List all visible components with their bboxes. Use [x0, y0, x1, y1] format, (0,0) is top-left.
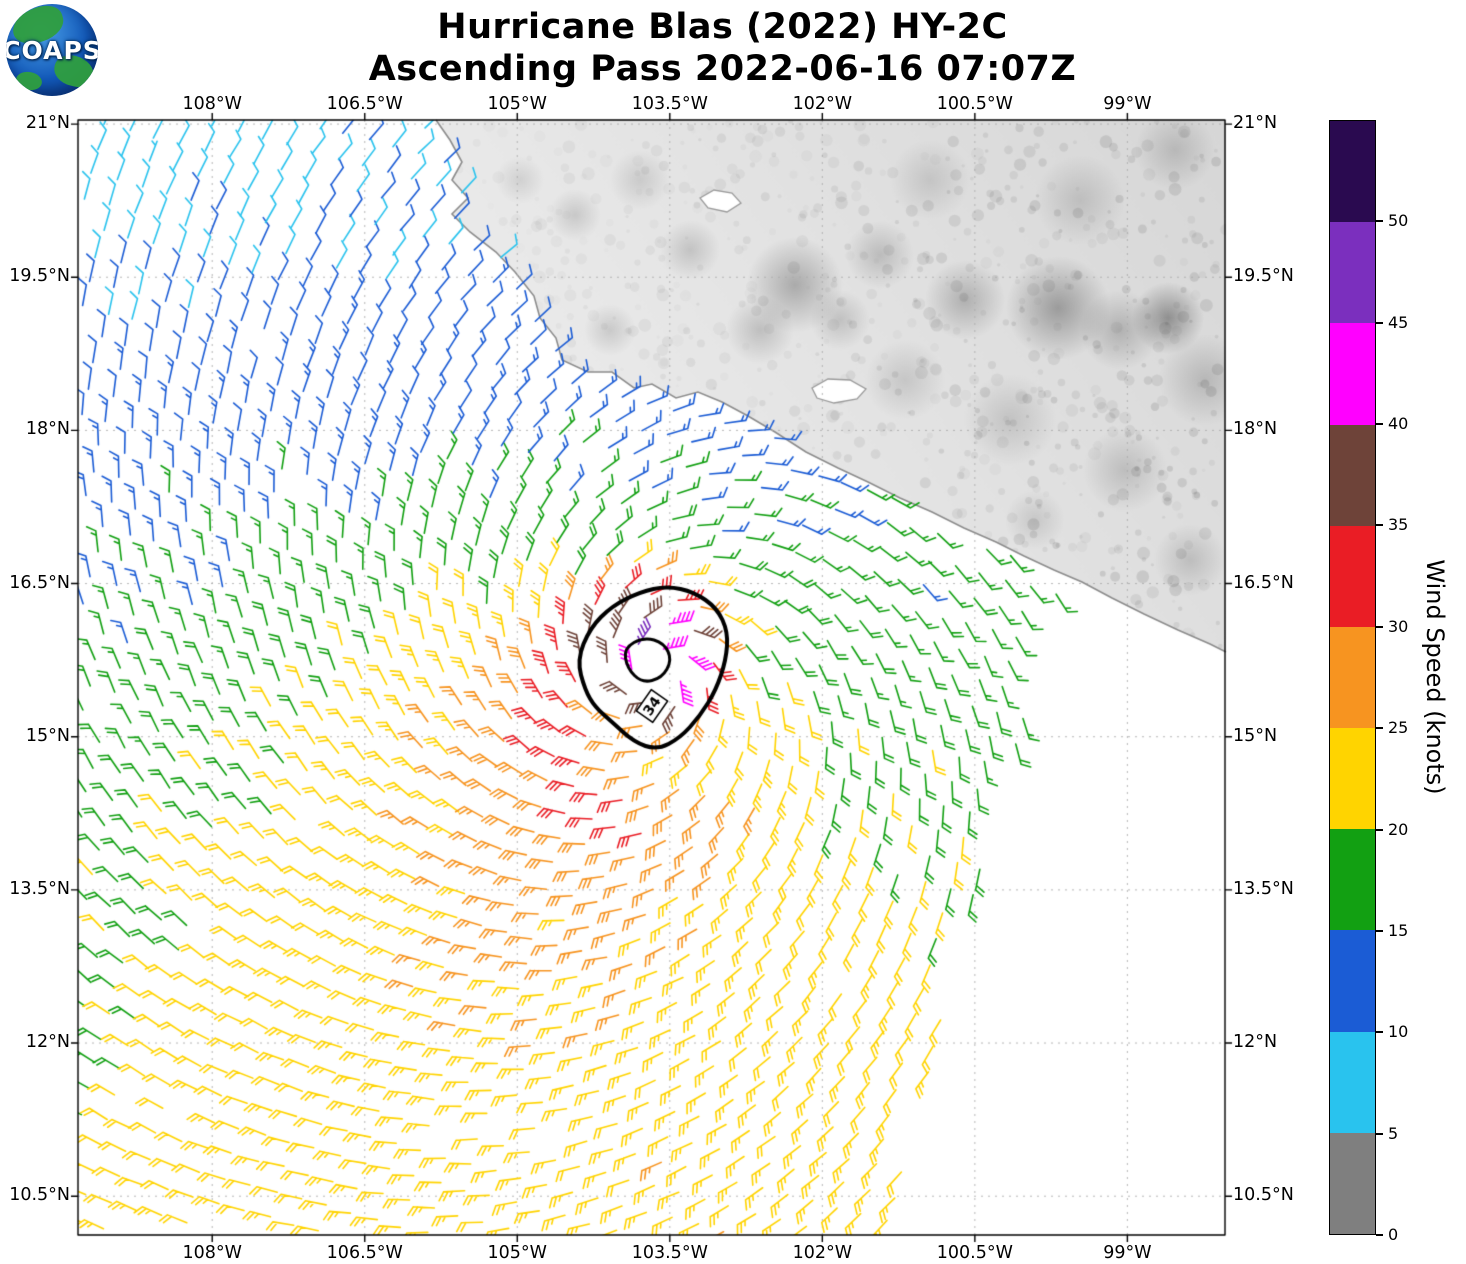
x-tick-label-bottom: 102°W	[792, 1243, 853, 1263]
colorbar-tick-label: 10	[1388, 1022, 1409, 1042]
colorbar-tick-label: 0	[1388, 1225, 1399, 1244]
colorbar-band-35-40	[1330, 424, 1375, 526]
colorbar-tick-mark	[1376, 727, 1383, 730]
y-tick-label-left: 15°N	[25, 725, 70, 746]
colorbar-tick-label: 15	[1388, 920, 1409, 940]
x-tick-label-top: 108°W	[182, 94, 242, 114]
title-line-2: Ascending Pass 2022-06-16 07:07Z	[368, 49, 1077, 89]
x-tick-label-bottom: 99°W	[1103, 1243, 1152, 1263]
colorbar-band-30-35	[1330, 525, 1375, 627]
coaps-logo-text: COAPS	[6, 35, 98, 65]
colorbar-band-5-10	[1330, 1031, 1375, 1133]
colorbar-band-50+	[1330, 120, 1375, 223]
colorbar-tick-label: 30	[1388, 616, 1409, 636]
colorbar-band-10-15	[1330, 930, 1375, 1032]
plot-title: Hurricane Blas (2022) HY-2C Ascending Pa…	[0, 6, 1445, 90]
y-tick-label-left: 12°N	[25, 1032, 70, 1053]
x-tick-label-top: 103.5°W	[631, 94, 708, 114]
colorbar-tick-mark	[1376, 321, 1383, 324]
y-tick-label-right: 21°N	[1233, 113, 1278, 134]
y-tick-label-right: 10.5°N	[1233, 1185, 1294, 1206]
y-tick-label-right: 13.5°N	[1233, 878, 1294, 899]
y-tick-label-right: 12°N	[1233, 1032, 1278, 1053]
coaps-logo: COAPS	[6, 4, 98, 96]
colorbar-tick-label: 5	[1388, 1123, 1399, 1143]
colorbar-band-45-50	[1330, 222, 1375, 324]
colorbar-tick-label: 50	[1388, 211, 1409, 231]
colorbar-band-40-45	[1330, 323, 1375, 425]
y-tick-label-right: 15°N	[1233, 725, 1278, 746]
colorbar-tick-label: 25	[1388, 718, 1409, 738]
y-tick-label-right: 19.5°N	[1233, 266, 1294, 287]
y-tick-label-left: 13.5°N	[9, 878, 70, 899]
x-tick-label-top: 102°W	[792, 94, 853, 114]
colorbar-band-0-5	[1330, 1132, 1375, 1234]
y-tick-label-left: 19.5°N	[9, 266, 70, 287]
title-line-1: Hurricane Blas (2022) HY-2C	[437, 7, 1008, 47]
y-tick-label-right: 16.5°N	[1233, 572, 1294, 593]
x-tick-label-top: 105°W	[487, 94, 547, 114]
colorbar-tick-label: 20	[1388, 819, 1409, 839]
x-tick-label-bottom: 106.5°W	[326, 1243, 403, 1263]
colorbar-tick-mark	[1376, 1031, 1383, 1034]
colorbar-tick-mark	[1376, 220, 1383, 223]
colorbar-tick-label: 35	[1388, 515, 1409, 535]
x-tick-label-top: 106.5°W	[326, 94, 403, 114]
colorbar-tick-mark	[1376, 1132, 1383, 1135]
y-tick-label-left: 16.5°N	[9, 572, 70, 593]
x-tick-label-bottom: 103.5°W	[631, 1243, 708, 1263]
colorbar-band-15-20	[1330, 829, 1375, 931]
colorbar-tick-mark	[1376, 929, 1383, 932]
x-tick-label-bottom: 105°W	[487, 1243, 547, 1263]
colorbar-label: Wind Speed (knots)	[1421, 559, 1449, 795]
colorbar-tick-mark	[1376, 1234, 1383, 1236]
x-tick-label-top: 100.5°W	[936, 94, 1013, 114]
x-tick-label-bottom: 100.5°W	[936, 1243, 1013, 1263]
colorbar-tick-mark	[1376, 423, 1383, 426]
x-tick-label-top: 99°W	[1103, 94, 1152, 114]
colorbar-tick-mark	[1376, 625, 1383, 628]
y-tick-label-left: 18°N	[25, 419, 70, 440]
colorbar-tick-mark	[1376, 828, 1383, 831]
colorbar-band-25-30	[1330, 626, 1375, 729]
y-tick-label-left: 10.5°N	[9, 1185, 70, 1206]
colorbar-tick-label: 45	[1388, 312, 1409, 332]
colorbar	[1329, 120, 1376, 1235]
x-tick-label-bottom: 108°W	[182, 1243, 242, 1263]
y-tick-label-right: 18°N	[1233, 419, 1278, 440]
colorbar-tick-mark	[1376, 524, 1383, 527]
colorbar-band-20-25	[1330, 728, 1375, 830]
colorbar-tick-label: 40	[1388, 414, 1409, 434]
y-tick-label-left: 21°N	[25, 113, 70, 134]
